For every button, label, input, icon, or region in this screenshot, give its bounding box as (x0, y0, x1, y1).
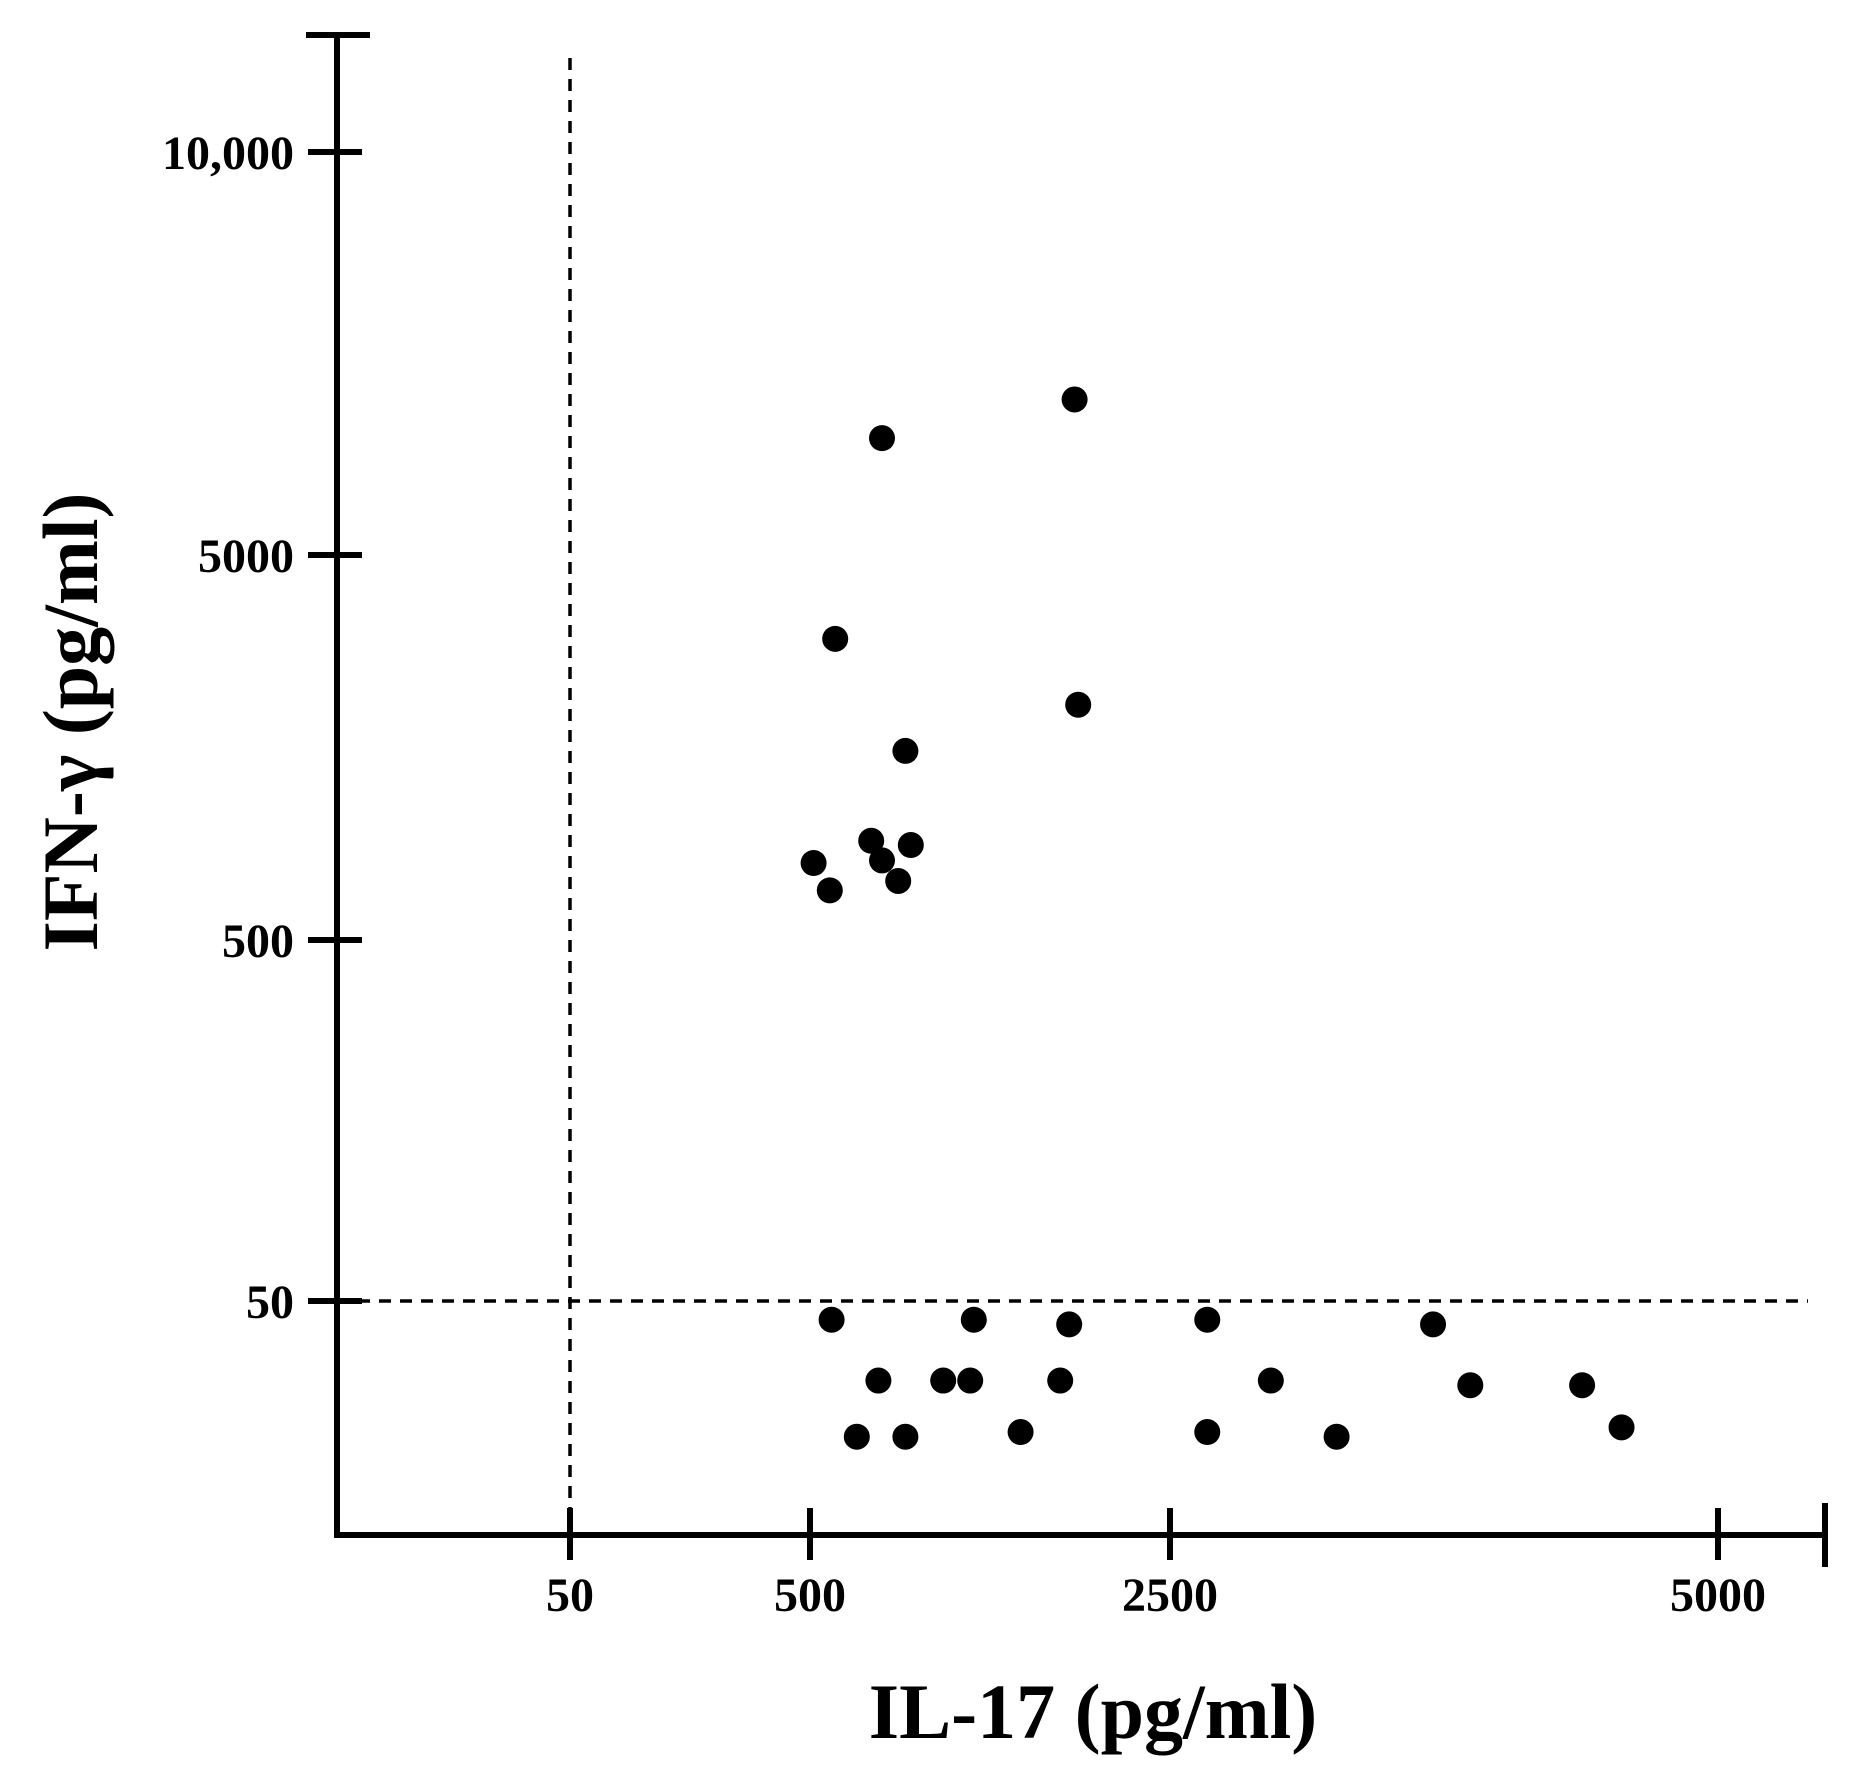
data-point (1569, 1372, 1596, 1399)
data-point (1608, 1414, 1635, 1441)
data-point (1065, 691, 1092, 718)
data-point (930, 1367, 957, 1394)
y-ticks: 50 500 5000 10,000 (162, 127, 362, 1329)
data-point (1194, 1306, 1221, 1333)
data-points (800, 386, 1635, 1450)
data-point (843, 1423, 870, 1450)
data-point (818, 1306, 845, 1333)
data-point (1323, 1423, 1350, 1450)
x-tick-label: 5000 (1670, 1569, 1766, 1622)
y-tick-label: 5000 (198, 530, 294, 583)
data-point (1056, 1311, 1083, 1338)
data-point (858, 827, 885, 854)
data-point (869, 847, 895, 874)
axes (306, 32, 1828, 1567)
y-tick-label: 10,000 (162, 127, 294, 180)
data-point (800, 850, 827, 876)
data-point (1061, 386, 1088, 413)
data-point (816, 877, 843, 904)
data-point (1007, 1419, 1034, 1446)
data-point (957, 1367, 984, 1394)
data-point (822, 625, 849, 652)
data-point (1047, 1367, 1074, 1394)
data-point (1457, 1372, 1484, 1399)
data-point (885, 867, 912, 894)
x-axis-title: IL-17 (pg/ml) (869, 1668, 1318, 1755)
y-tick-label: 50 (246, 1276, 294, 1329)
data-point (1257, 1367, 1284, 1394)
x-ticks: 50 500 2500 5000 (546, 1508, 1766, 1622)
data-point (869, 425, 895, 452)
data-point (892, 1423, 919, 1450)
reference-lines (337, 58, 1808, 1535)
data-point (897, 832, 924, 859)
data-point (892, 737, 919, 764)
y-tick-label: 500 (222, 915, 294, 968)
x-tick-label: 500 (774, 1569, 846, 1622)
data-point (1420, 1311, 1447, 1338)
data-point (960, 1306, 987, 1333)
x-tick-label: 2500 (1122, 1569, 1218, 1622)
data-point (865, 1367, 892, 1394)
x-tick-label: 50 (546, 1569, 594, 1622)
y-axis-title: IFN-γ (pg/ml) (27, 493, 114, 952)
data-point (1194, 1419, 1221, 1446)
